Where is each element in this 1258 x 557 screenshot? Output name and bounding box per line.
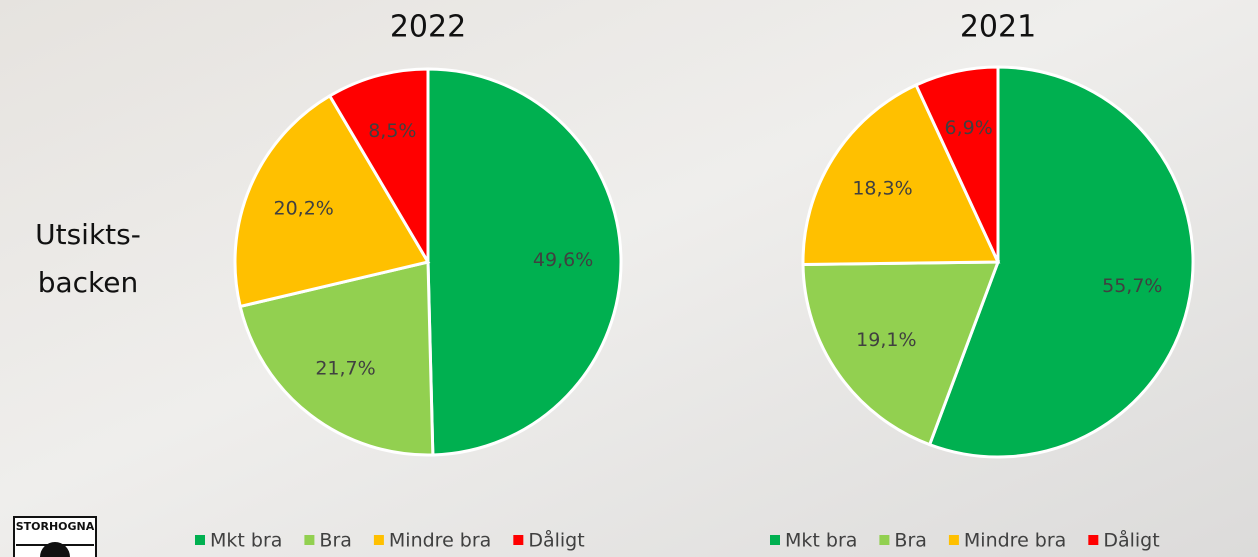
legend-label: Dåligt	[1103, 529, 1159, 552]
legend-swatch	[374, 535, 384, 545]
legend-swatch	[949, 535, 959, 545]
side-label: backen	[38, 266, 139, 299]
data-label: 6,9%	[945, 117, 993, 139]
chart-title: 2021	[960, 10, 1036, 45]
data-label: 8,5%	[368, 120, 416, 142]
logo: STORHOGNA	[14, 517, 96, 557]
side-label: Utsikts-	[35, 218, 141, 251]
legend-label: Mindre bra	[964, 530, 1066, 552]
legend-swatch	[879, 535, 889, 545]
legend-label: Dåligt	[528, 529, 584, 552]
chart-title: 2022	[390, 10, 466, 45]
slide: Utsikts- backen STORHOGNA 2022 49,6% 21,7%…	[0, 0, 1258, 557]
legend-swatch	[304, 535, 314, 545]
legend-swatch	[770, 535, 780, 545]
legend-label: Mkt bra	[210, 530, 282, 552]
legend-label: Bra	[319, 530, 352, 552]
data-label: 21,7%	[315, 358, 375, 380]
data-label: 49,6%	[533, 249, 593, 271]
data-label: 18,3%	[852, 178, 912, 200]
legend-swatch	[1088, 535, 1098, 545]
legend-label: Mkt bra	[785, 530, 857, 552]
legend-label: Mindre bra	[389, 530, 491, 552]
legend-swatch	[513, 535, 523, 545]
data-label: 55,7%	[1102, 275, 1162, 297]
legend-swatch	[195, 535, 205, 545]
data-label: 19,1%	[856, 329, 916, 351]
logo-text: STORHOGNA	[16, 520, 95, 533]
legend-label: Bra	[894, 530, 927, 552]
data-label: 20,2%	[273, 198, 333, 220]
